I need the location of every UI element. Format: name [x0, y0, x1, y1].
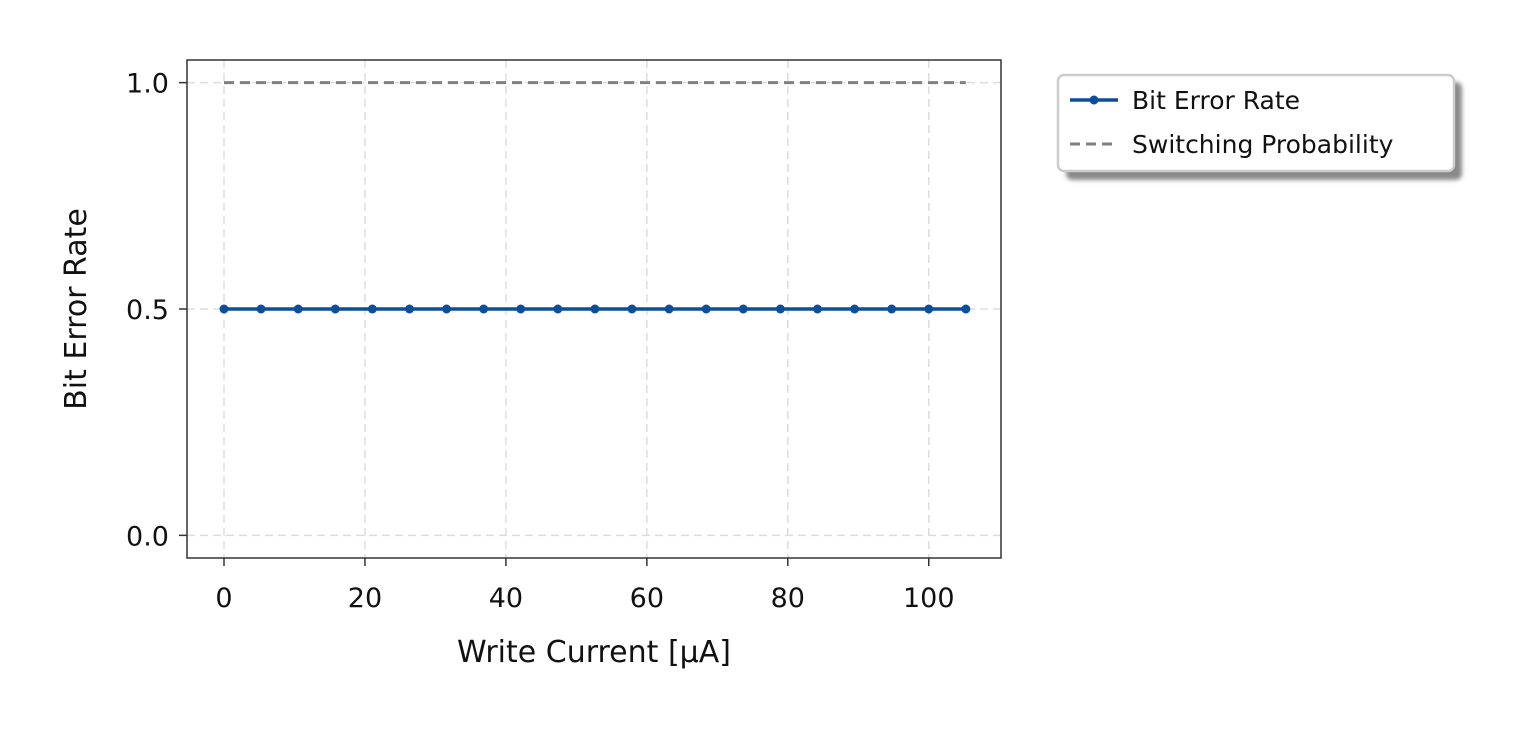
- x-tick-label: 100: [903, 583, 955, 614]
- legend-box: [1056, 73, 1456, 173]
- data-point: [219, 304, 229, 314]
- legend-label-1: Switching Probability: [1132, 130, 1394, 159]
- y-tick-label: 0.0: [126, 521, 169, 552]
- data-point: [330, 304, 340, 314]
- data-point: [404, 304, 414, 314]
- y-tick-label: 1.0: [126, 69, 169, 100]
- data-point: [293, 304, 303, 314]
- legend-label-0: Bit Error Rate: [1132, 86, 1300, 115]
- x-tick-label: 20: [348, 583, 382, 614]
- data-point: [887, 304, 897, 314]
- axis-ticks: 0 20 40 60 80 100 0.0 0.5 1.0: [126, 69, 954, 614]
- data-point: [367, 304, 377, 314]
- data-point: [442, 304, 452, 314]
- data-point: [256, 304, 266, 314]
- data-point: [961, 304, 971, 314]
- data-point: [479, 304, 489, 314]
- x-tick-label: 80: [771, 583, 805, 614]
- data-point: [812, 304, 822, 314]
- y-tick-label: 0.5: [126, 295, 169, 326]
- data-point: [738, 304, 748, 314]
- legend: Bit Error Rate Switching Probability: [1056, 73, 1462, 180]
- x-tick-label: 40: [489, 583, 523, 614]
- data-point: [924, 304, 934, 314]
- legend-marker: [1089, 95, 1099, 105]
- data-point: [664, 304, 674, 314]
- data-point: [701, 304, 711, 314]
- y-axis-label: Bit Error Rate: [59, 208, 94, 410]
- x-tick-label: 60: [630, 583, 664, 614]
- plot-series: [219, 81, 971, 314]
- x-tick-label: 0: [215, 583, 232, 614]
- data-point: [590, 304, 600, 314]
- data-point: [627, 304, 637, 314]
- data-point: [850, 304, 860, 314]
- data-point: [775, 304, 785, 314]
- data-point: [516, 304, 526, 314]
- data-point: [553, 304, 563, 314]
- x-axis-label: Write Current [μA]: [457, 635, 731, 670]
